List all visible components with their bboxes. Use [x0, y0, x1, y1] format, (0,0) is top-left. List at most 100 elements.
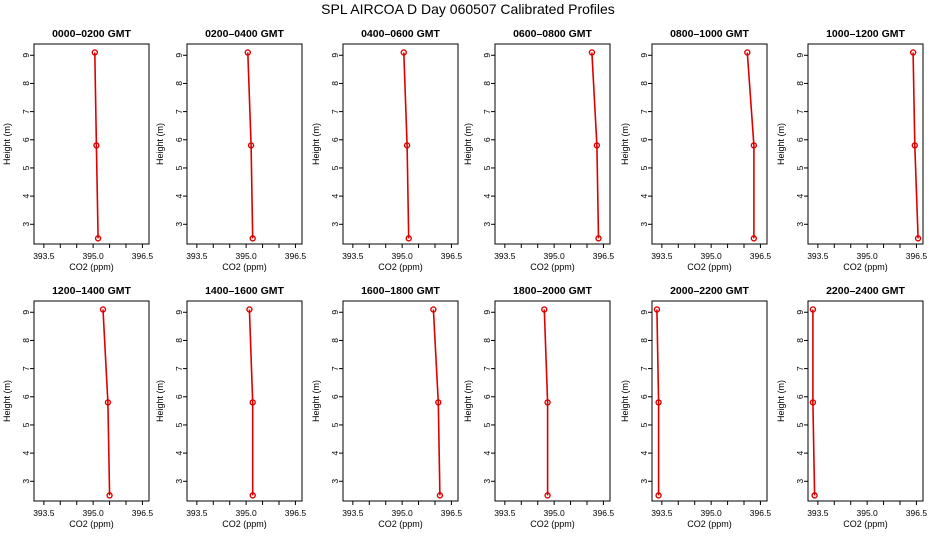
y-tick-label: 4 [795, 450, 805, 455]
data-point [744, 49, 751, 56]
plot-frame [342, 43, 459, 245]
panel-12: 2200–2400 GMT 393.5 395.0 396.5 CO2 (ppm) 3 4 5… [776, 285, 927, 529]
y-tick-label: 6 [639, 137, 649, 142]
panel-6: 1000–1200 GMT 393.5 395.0 396.5 CO2 (ppm) 3 4 5… [776, 28, 927, 272]
x-tick-label: 396.5 [906, 508, 928, 518]
panel-title: 0800–1000 GMT [670, 28, 749, 40]
y-tick-label: 5 [330, 422, 340, 427]
panel-title: 1200–1400 GMT [52, 285, 131, 297]
y-axis-label: Height (m) [155, 380, 165, 422]
y-tick-label: 3 [639, 479, 649, 484]
y-tick-label: 8 [795, 81, 805, 86]
data-point [93, 142, 100, 149]
x-tick-label: 395.0 [392, 508, 414, 518]
y-tick-label: 3 [639, 222, 649, 227]
x-axis-label: CO2 (ppm) [378, 262, 423, 272]
y-tick-label: 7 [482, 109, 492, 114]
panel-9: 1600–1800 GMT 393.5 395.0 396.5 CO2 (ppm) 3 4 5… [311, 285, 462, 529]
data-point [544, 492, 551, 499]
y-tick-label: 8 [639, 81, 649, 86]
y-tick-label: 5 [174, 165, 184, 170]
data-point [247, 142, 255, 149]
y-tick-label: 5 [21, 422, 31, 427]
data-point [436, 492, 444, 499]
y-tick-label: 6 [21, 137, 31, 142]
data-point [809, 399, 817, 406]
panel-title: 1400–1600 GMT [205, 285, 284, 297]
panel-10: 1800–2000 GMT 393.5 395.0 396.5 CO2 (ppm) 3 4 5… [463, 285, 614, 529]
x-tick-label: 396.5 [906, 251, 928, 261]
y-axis-label: Height (m) [620, 123, 630, 165]
y-axis-label: Height (m) [776, 123, 786, 165]
x-tick-label: 393.5 [494, 251, 516, 261]
y-tick-label: 7 [639, 109, 649, 114]
y-tick-label: 3 [330, 479, 340, 484]
panel-11: 2000–2200 GMT 393.5 395.0 396.5 CO2 (ppm) 3 4 5… [620, 285, 771, 529]
y-tick-label: 4 [482, 193, 492, 198]
data-point [403, 142, 411, 149]
profile-line [543, 309, 549, 496]
x-axis-label: CO2 (ppm) [530, 519, 575, 529]
y-tick-label: 6 [795, 137, 805, 142]
y-tick-label: 9 [174, 310, 184, 315]
plot-frame [186, 43, 303, 245]
y-tick-label: 4 [795, 193, 805, 198]
y-tick-label: 9 [482, 53, 492, 58]
data-point [809, 306, 817, 313]
x-tick-label: 396.5 [441, 508, 463, 518]
profile-line [94, 52, 99, 239]
panel-8: 1400–1600 GMT 393.5 395.0 396.5 CO2 (ppm) 3 4 5… [155, 285, 306, 529]
y-axis-label: Height (m) [463, 380, 473, 422]
y-tick-label: 7 [21, 366, 31, 371]
y-tick-label: 4 [174, 193, 184, 198]
profile-line [591, 52, 600, 239]
x-tick-label: 395.0 [544, 251, 566, 261]
y-tick-label: 8 [21, 338, 31, 343]
data-point [405, 235, 412, 242]
data-point [400, 49, 407, 56]
data-point [249, 235, 256, 242]
data-point [914, 235, 922, 242]
data-point [750, 142, 758, 149]
data-point [544, 399, 551, 406]
y-axis-label: Height (m) [463, 123, 473, 165]
y-axis-label: Height (m) [2, 123, 12, 165]
data-point [595, 235, 602, 242]
y-tick-label: 4 [21, 193, 31, 198]
x-tick-label: 396.5 [285, 251, 307, 261]
x-tick-label: 393.5 [494, 508, 516, 518]
x-tick-label: 395.0 [83, 508, 105, 518]
x-tick-label: 393.5 [33, 508, 55, 518]
profile-line [432, 309, 441, 496]
y-tick-label: 8 [330, 81, 340, 86]
plot-frame [651, 43, 768, 245]
panel-5: 0800–1000 GMT 393.5 395.0 396.5 CO2 (ppm) 3 4 5… [620, 28, 771, 272]
data-point [750, 235, 758, 242]
x-tick-label: 396.5 [750, 251, 772, 261]
panel-2: 0200–0400 GMT 393.5 395.0 396.5 CO2 (ppm) 3 4 5… [155, 28, 306, 272]
x-axis-label: CO2 (ppm) [843, 519, 888, 529]
x-tick-label: 395.0 [392, 251, 414, 261]
x-tick-label: 393.5 [807, 508, 829, 518]
y-tick-label: 6 [330, 394, 340, 399]
data-point [91, 49, 98, 56]
x-tick-label: 393.5 [33, 251, 55, 261]
y-tick-label: 5 [795, 165, 805, 170]
y-tick-label: 6 [174, 137, 184, 142]
plot-frame [651, 300, 768, 502]
x-axis-label: CO2 (ppm) [378, 519, 423, 529]
y-tick-label: 7 [330, 366, 340, 371]
panel-title: 1600–1800 GMT [361, 285, 440, 297]
panel-title: 1000–1200 GMT [826, 28, 905, 40]
plot-frame [807, 300, 924, 502]
y-axis-label: Height (m) [311, 380, 321, 422]
profile-line [102, 309, 111, 496]
panel-title: 0000–0200 GMT [52, 28, 131, 40]
y-tick-label: 9 [330, 53, 340, 58]
data-point [655, 399, 662, 406]
y-tick-label: 9 [21, 53, 31, 58]
data-point [430, 306, 437, 313]
x-tick-label: 396.5 [441, 251, 463, 261]
y-tick-label: 4 [330, 193, 340, 198]
y-tick-label: 9 [482, 310, 492, 315]
